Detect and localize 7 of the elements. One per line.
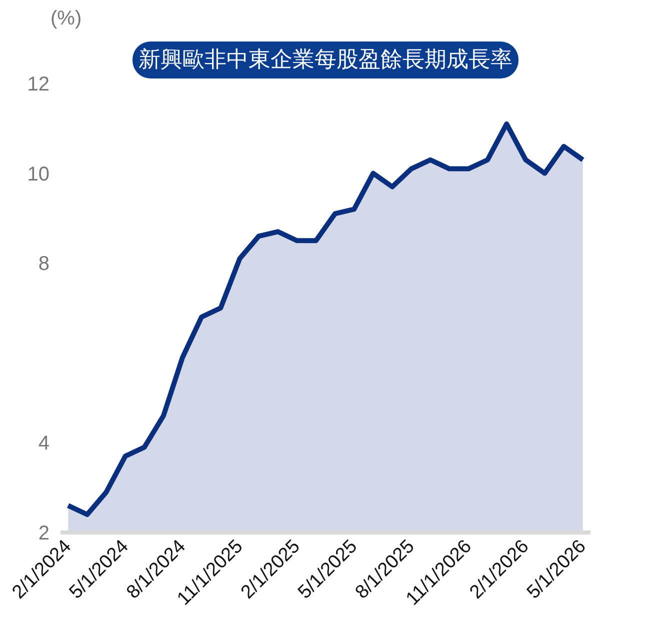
y-tick-label: 12 bbox=[27, 74, 50, 96]
y-tick-label: 4 bbox=[38, 432, 50, 455]
y-tick-label: 2 bbox=[38, 522, 50, 544]
chart-title: 新興歐非中東企業每股盈餘長期成長率 bbox=[138, 48, 512, 72]
y-tick-label: 8 bbox=[38, 253, 50, 276]
y-axis-title: (%) bbox=[50, 8, 82, 30]
y-tick-label: 10 bbox=[27, 163, 50, 186]
